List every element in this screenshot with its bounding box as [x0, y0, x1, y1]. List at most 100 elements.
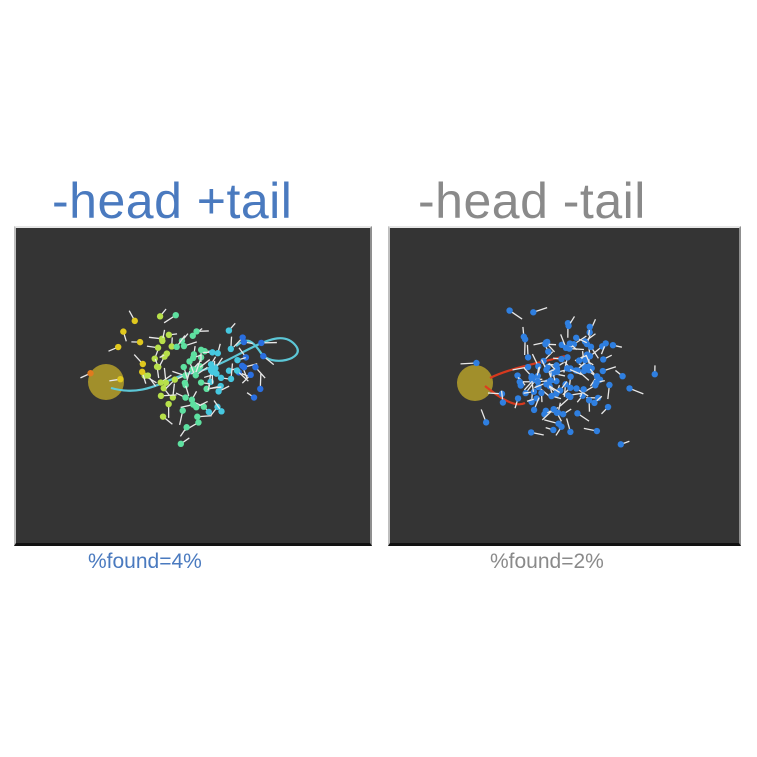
particle — [225, 367, 233, 374]
particle — [182, 394, 189, 401]
particle — [197, 346, 205, 354]
particle — [157, 379, 164, 386]
particle — [585, 397, 593, 404]
particle — [194, 413, 201, 420]
particle — [144, 372, 152, 379]
found-percentage-head-minus-tail: %found=2% — [490, 550, 604, 573]
particle — [524, 354, 532, 361]
particle — [524, 363, 532, 371]
particle — [506, 307, 513, 314]
particle — [171, 376, 179, 383]
particle — [172, 311, 179, 319]
particle — [545, 348, 552, 355]
particle — [593, 427, 601, 435]
particle — [195, 419, 202, 426]
particle — [214, 350, 222, 357]
particle — [197, 379, 205, 386]
particle — [180, 342, 188, 350]
panel-title-head-plus-tail: -head +tail — [52, 173, 293, 229]
particle — [593, 379, 600, 386]
particle — [553, 409, 560, 416]
particle — [154, 344, 162, 351]
particle — [188, 396, 196, 403]
particle — [227, 375, 235, 383]
particle — [573, 385, 580, 392]
particle — [606, 381, 613, 389]
particle — [168, 343, 175, 350]
particle — [131, 317, 138, 325]
particle — [239, 334, 246, 341]
particle — [567, 384, 574, 391]
particle — [585, 363, 592, 370]
particle — [227, 345, 235, 353]
particle — [207, 361, 215, 368]
particle — [192, 372, 199, 379]
particle — [157, 392, 165, 400]
panel-title-head-minus-tail: -head -tail — [418, 173, 646, 229]
particle — [162, 379, 170, 386]
target-sphere — [88, 364, 124, 400]
particle — [514, 395, 522, 402]
particle — [153, 363, 161, 370]
particle — [203, 385, 210, 393]
particle — [566, 340, 574, 347]
particle — [159, 413, 167, 420]
particle — [193, 328, 200, 335]
particle — [528, 374, 535, 382]
particle — [215, 388, 222, 395]
particle — [543, 366, 550, 374]
found-percentage-head-plus-tail: %found=4% — [88, 550, 202, 573]
particle — [189, 332, 196, 339]
particle — [151, 355, 158, 362]
particle — [482, 419, 490, 426]
particle — [617, 441, 625, 448]
particle-plot-head-plus-tail — [80, 308, 299, 448]
particle — [562, 344, 570, 352]
particle — [209, 349, 216, 356]
particle — [200, 403, 207, 410]
particle-plot-head-minus-tail — [457, 306, 658, 448]
particle — [234, 356, 241, 364]
particle — [600, 356, 607, 363]
particle — [567, 428, 574, 436]
particle — [609, 341, 617, 349]
particle — [233, 367, 241, 374]
particle — [604, 403, 612, 411]
particle — [120, 328, 127, 335]
particle — [139, 360, 147, 368]
particle — [247, 371, 254, 379]
particle — [558, 355, 565, 363]
particle — [591, 399, 598, 407]
particle — [550, 426, 557, 434]
particle — [252, 363, 259, 371]
particle — [190, 401, 197, 408]
particle — [580, 386, 587, 393]
particle — [602, 340, 609, 347]
particle — [575, 357, 583, 364]
particle — [553, 362, 560, 369]
particle — [156, 313, 164, 320]
particle — [136, 338, 144, 346]
particle — [87, 370, 94, 377]
particle — [572, 334, 580, 341]
simulation-panel-head-plus-tail — [14, 226, 372, 546]
particle — [567, 373, 574, 380]
particle — [563, 365, 571, 372]
particle — [258, 339, 265, 347]
particle — [180, 363, 187, 371]
particle — [553, 368, 561, 375]
particle — [619, 372, 626, 380]
particle — [626, 385, 633, 392]
particle — [473, 359, 480, 367]
particle — [163, 350, 171, 357]
particle — [594, 394, 602, 402]
particle — [179, 407, 186, 414]
particle — [225, 327, 233, 334]
particle — [250, 394, 258, 401]
particle — [582, 356, 589, 364]
particle — [218, 408, 225, 415]
particle — [587, 343, 595, 351]
particle — [548, 392, 555, 400]
particle — [565, 322, 572, 330]
particle — [117, 375, 124, 383]
